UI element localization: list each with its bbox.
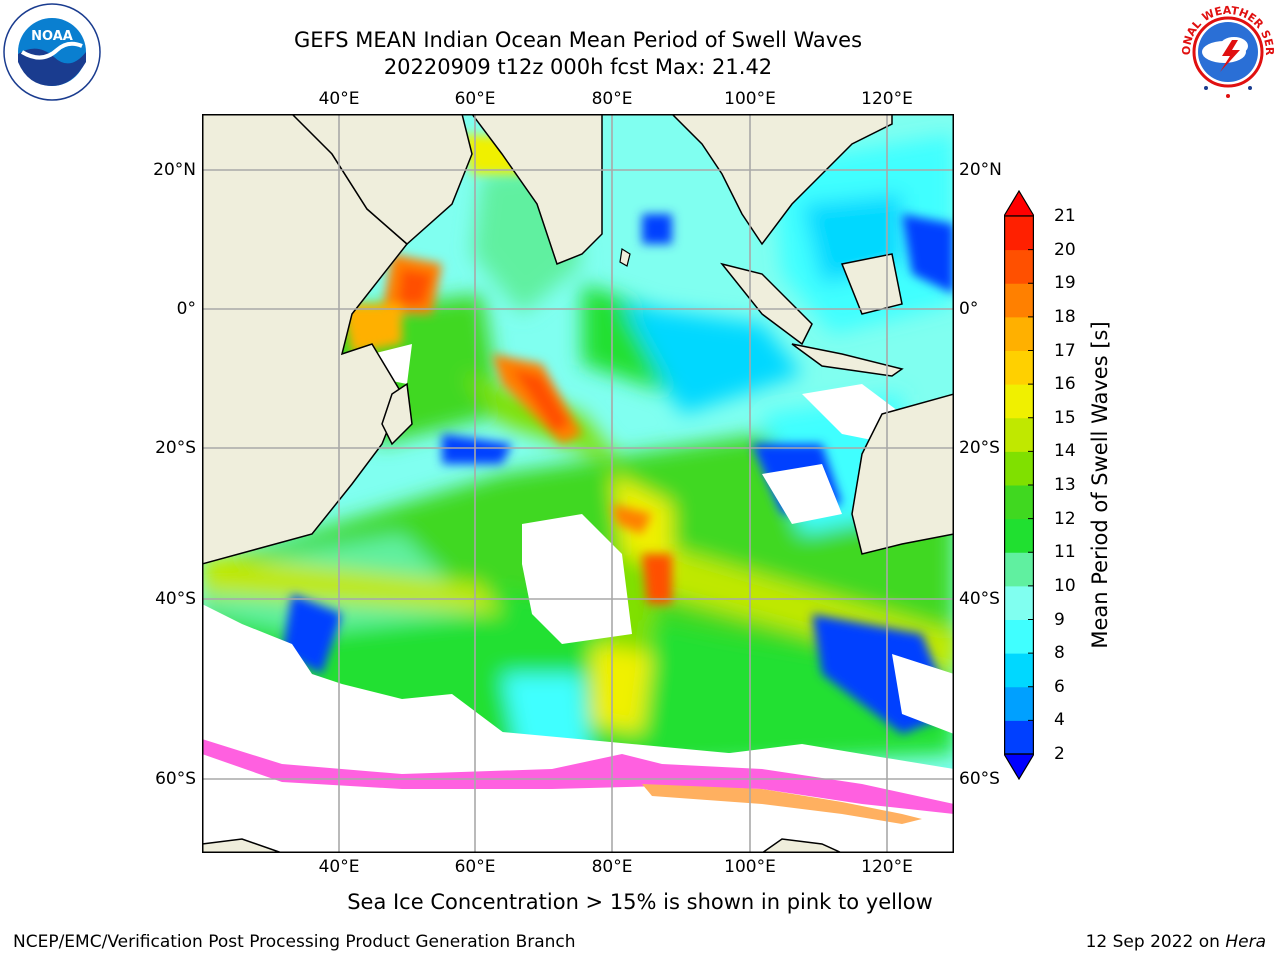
colorbar-segment [1004, 216, 1034, 251]
map-title: GEFS MEAN Indian Ocean Mean Period of Sw… [293, 28, 863, 52]
lon-tick-bottom: 120°E [861, 857, 913, 877]
no-data-region [892, 654, 954, 734]
gridlines [202, 114, 954, 853]
colorbar-tick-label: 14 [1054, 441, 1076, 462]
lon-tick-top: 100°E [724, 89, 776, 109]
sea-ice-note: Sea Ice Concentration > 15% is shown in … [0, 890, 1280, 914]
colorbar-tick-label: 18 [1054, 306, 1076, 327]
map-svg [202, 114, 954, 853]
lon-tick-top: 60°E [454, 89, 496, 109]
lon-tick-bottom: 80°E [591, 857, 633, 877]
colorbar-segment [1004, 653, 1034, 688]
colorbar-under-triangle [1002, 753, 1036, 781]
colorbar-tick-label: 19 [1054, 273, 1076, 294]
lat-tick-left: 20°N [153, 160, 196, 180]
footer-date: 12 Sep 2022 on Hera [1086, 932, 1266, 952]
sea-ice-note-text: Sea Ice Concentration > 15% is shown in … [347, 890, 933, 914]
colorbar-tick-label: 16 [1054, 374, 1076, 395]
lat-tick-right: 40°S [959, 589, 1000, 609]
colorbar-segment [1004, 249, 1034, 284]
lat-tick-left: 20°S [155, 438, 196, 458]
colorbar-segment [1004, 552, 1034, 587]
swell-period-map [202, 114, 954, 853]
footer-credit: NCEP/EMC/Verification Post Processing Pr… [13, 932, 576, 952]
colorbar-tick-label: 13 [1054, 475, 1076, 495]
sea-ice-edge [642, 784, 922, 824]
colorbar-tick-label: 6 [1054, 676, 1065, 697]
colorbar-tick-label: 11 [1054, 542, 1076, 563]
colorbar-segment [1004, 686, 1034, 721]
colorbar-segment [1004, 720, 1034, 755]
colorbar-segment [1004, 316, 1034, 351]
colorbar-segment [1004, 350, 1034, 385]
colorbar-tick-label: 15 [1054, 407, 1076, 428]
noaa-logo: NOAA [2, 2, 102, 102]
land [202, 114, 954, 853]
lat-tick-right: 0° [959, 299, 979, 319]
colorbar-segment [1004, 485, 1034, 520]
colorbar-svg [1002, 189, 1036, 781]
colorbar-title: Mean Period of Swell Waves [s] [1088, 321, 1112, 649]
colorbar-tick-label: 2 [1054, 744, 1065, 764]
colorbar-tick-label: 20 [1054, 239, 1076, 260]
colorbar-tick-label: 17 [1054, 340, 1076, 361]
footer-host: Hera [1225, 932, 1266, 952]
lon-tick-top: 40°E [318, 89, 360, 109]
lat-tick-left: 0° [176, 299, 196, 319]
colorbar-tick-label: 4 [1054, 710, 1065, 731]
colorbar-segment [1004, 417, 1034, 452]
colorbar-segment [1004, 585, 1034, 620]
lon-tick-bottom: 60°E [454, 857, 496, 877]
lon-tick-top: 120°E [861, 89, 913, 109]
colorbar-tick-label: 21 [1054, 206, 1076, 226]
lon-tick-bottom: 40°E [318, 857, 360, 877]
sea-ice-strip [202, 739, 954, 814]
lon-tick-top: 80°E [591, 89, 633, 109]
lat-tick-right: 20°N [959, 160, 1002, 180]
no-data-region [522, 514, 632, 644]
colorbar-tick-label: 8 [1054, 643, 1065, 664]
colorbar [1002, 189, 1036, 781]
colorbar-segment [1004, 451, 1034, 486]
colorbar-over-triangle [1002, 189, 1036, 217]
lat-tick-right: 60°S [959, 769, 1000, 789]
colorbar-segment [1004, 518, 1034, 553]
colorbar-tick-label: 10 [1054, 575, 1076, 596]
lat-tick-left: 40°S [155, 589, 196, 609]
map-subtitle: 20220909 t12z 000h fcst Max: 21.42 [383, 55, 773, 79]
lon-tick-bottom: 100°E [724, 857, 776, 877]
lat-tick-left: 60°S [155, 769, 196, 789]
colorbar-segment [1004, 283, 1034, 318]
lat-tick-right: 20°S [959, 438, 1000, 458]
footer-date-text: 12 Sep 2022 on [1085, 932, 1226, 952]
noaa-logo-text: NOAA [31, 29, 73, 44]
colorbar-tick-label: 9 [1054, 609, 1065, 630]
colorbar-segment [1004, 619, 1034, 654]
colorbar-tick-label: 12 [1054, 508, 1076, 529]
colorbar-segment [1004, 384, 1034, 419]
nws-logo: NATIONAL WEATHER SERVICE [1171, 0, 1280, 104]
map-border [202, 114, 954, 853]
no-data-region [762, 464, 842, 524]
